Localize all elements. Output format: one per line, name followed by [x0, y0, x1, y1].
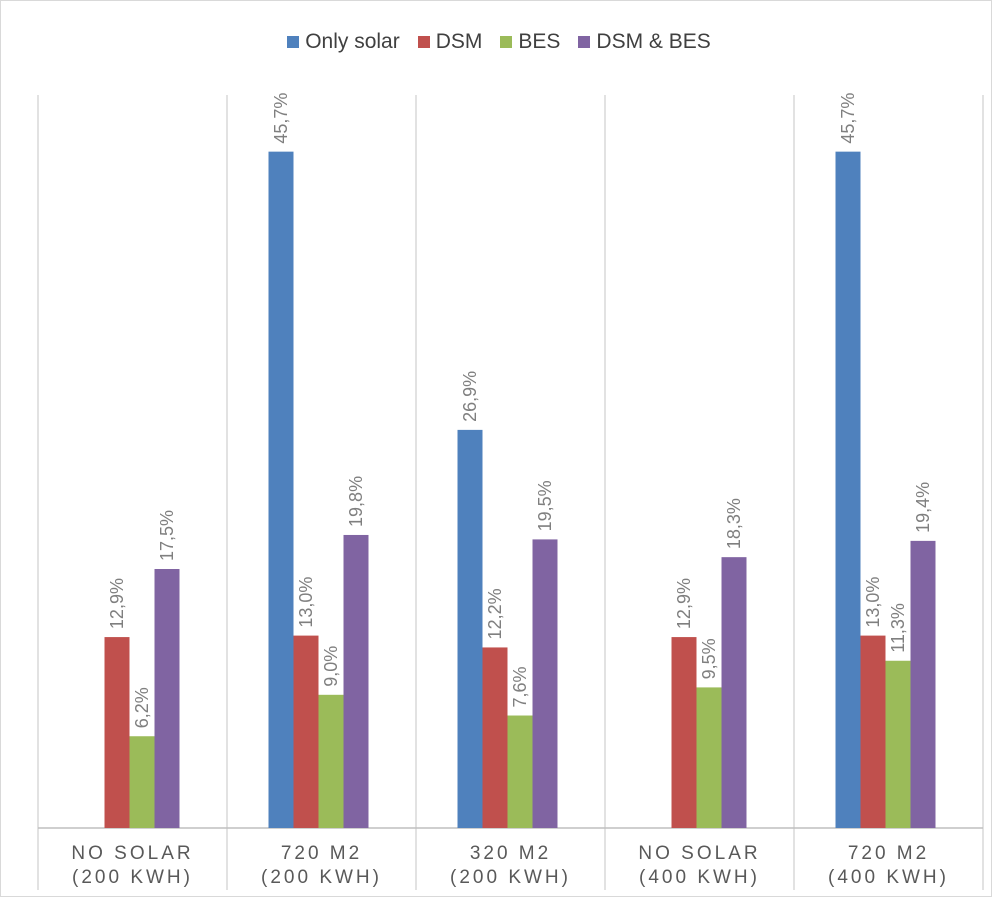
category-label-line: (200 KWH) — [261, 867, 382, 888]
bar — [104, 637, 130, 828]
data-label: 12,9% — [107, 578, 127, 629]
bar — [129, 736, 155, 828]
bar — [318, 694, 344, 828]
category-label-line: 320 M2 — [469, 843, 552, 864]
legend-label: Only solar — [305, 30, 400, 53]
legend-label: DSM — [435, 30, 483, 53]
bar — [482, 647, 508, 828]
data-label: 11,3% — [888, 603, 908, 653]
legend-swatch — [578, 36, 591, 48]
data-label: 13,0% — [296, 577, 316, 628]
data-label: 6,2% — [132, 687, 152, 728]
category-label-line: (200 KWH) — [450, 867, 571, 888]
bar — [268, 151, 294, 828]
bar — [154, 569, 180, 828]
legend-item: DSM — [417, 30, 483, 54]
legend-swatch — [500, 36, 513, 48]
legend: Only solar DSM BES DSM & BES — [0, 30, 998, 54]
category-label-line: (400 KWH) — [639, 867, 760, 888]
bar — [910, 540, 936, 828]
data-label: 45,7% — [271, 93, 291, 144]
legend-item: BES — [500, 30, 560, 54]
bar — [671, 637, 697, 828]
category-label: NO SOLAR (400 KWH) — [606, 842, 794, 890]
category-label: 720 M2 (400 KWH) — [795, 842, 983, 890]
bar — [532, 539, 558, 828]
category-label-line: (400 KWH) — [828, 867, 949, 888]
category-label-line: 720 M2 — [847, 843, 930, 864]
data-label: 12,9% — [674, 578, 694, 629]
bar — [696, 687, 722, 828]
bar — [293, 635, 319, 828]
data-label: 12,2% — [485, 588, 505, 639]
category-label: NO SOLAR (200 KWH) — [39, 842, 227, 890]
data-label: 19,4% — [913, 482, 933, 533]
category-label: 320 M2 (200 KWH) — [417, 842, 605, 890]
legend-swatch — [417, 36, 430, 48]
data-label: 26,9% — [460, 371, 480, 422]
category-label-line: NO SOLAR — [638, 843, 761, 864]
category-label-line: NO SOLAR — [71, 843, 194, 864]
bar — [343, 534, 369, 828]
legend-label: BES — [518, 30, 561, 53]
data-label: 18,3% — [724, 498, 744, 549]
data-label: 9,0% — [321, 646, 341, 687]
bar — [860, 635, 886, 828]
legend-item: DSM & BES — [578, 30, 711, 54]
category-label-line: (200 KWH) — [72, 867, 193, 888]
data-label: 19,8% — [346, 476, 366, 527]
bar — [835, 151, 861, 828]
category-label-line: 720 M2 — [280, 843, 363, 864]
category-label: 720 M2 (200 KWH) — [228, 842, 416, 890]
data-label: 13,0% — [863, 577, 883, 628]
bar — [457, 429, 483, 828]
bar — [507, 715, 533, 828]
data-label: 19,5% — [535, 480, 555, 531]
data-label: 45,7% — [838, 93, 858, 144]
data-label: 17,5% — [157, 510, 177, 561]
legend-swatch — [287, 36, 300, 48]
bar — [885, 660, 911, 828]
legend-label: DSM & BES — [596, 30, 711, 53]
legend-item: Only solar — [287, 30, 400, 54]
bar — [721, 557, 747, 828]
data-label: 7,6% — [510, 666, 530, 707]
data-label: 9,5% — [699, 638, 719, 679]
